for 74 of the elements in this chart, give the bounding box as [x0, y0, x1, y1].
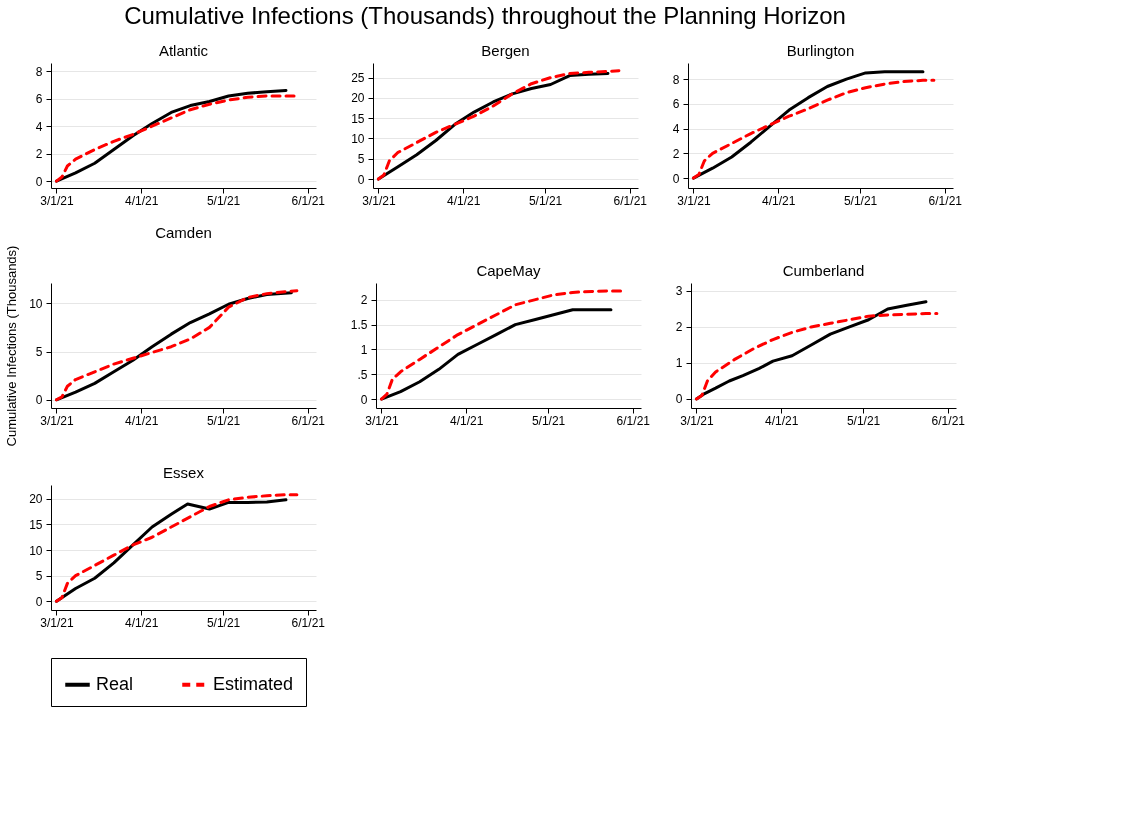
x-tick-label: 5/1/21 — [528, 193, 563, 208]
x-tick-label: 6/1/21 — [616, 413, 651, 428]
y-tick-label: 1 — [360, 342, 368, 357]
y-tick-label: 10 — [29, 543, 43, 558]
y-tick-label: 2 — [672, 146, 680, 161]
y-tick-label: .5 — [357, 367, 368, 382]
y-tick-label: 5 — [357, 152, 365, 167]
x-tick-label: 4/1/21 — [124, 615, 159, 630]
chart-title: Cumberland — [782, 262, 865, 279]
legend-label: Estimated — [213, 673, 294, 694]
y-tick-label: 2 — [675, 320, 683, 335]
x-tick-label: 6/1/21 — [928, 193, 963, 208]
x-tick-label: 5/1/21 — [846, 413, 881, 428]
y-tick-label: 5 — [35, 345, 43, 360]
y-tick-label: 8 — [35, 64, 43, 79]
y-tick-label: 8 — [672, 72, 680, 87]
y-tick-label: 0 — [35, 393, 43, 408]
x-tick-label: 6/1/21 — [931, 413, 966, 428]
x-tick-label: 6/1/21 — [291, 413, 326, 428]
x-tick-label: 3/1/21 — [362, 193, 396, 208]
y-tick-label: 6 — [35, 92, 43, 107]
y-tick-label: 0 — [675, 392, 683, 407]
y-tick-label: 15 — [29, 517, 43, 532]
chart-title: CapeMay — [476, 262, 542, 279]
y-tick-label: 15 — [351, 111, 365, 126]
x-tick-label: 3/1/21 — [365, 413, 399, 428]
x-tick-label: 3/1/21 — [40, 413, 74, 428]
x-tick-label: 3/1/21 — [677, 193, 711, 208]
chart-title: Essex — [163, 464, 205, 481]
x-tick-label: 5/1/21 — [843, 193, 878, 208]
y-tick-label: 20 — [29, 492, 43, 507]
text: Cumulative Infections (Thousands) throughout the Planning Horizon — [124, 2, 846, 29]
x-tick-label: 6/1/21 — [291, 193, 326, 208]
y-tick-label: 6 — [672, 97, 680, 112]
y-tick-label: 0 — [357, 172, 365, 187]
x-tick-label: 6/1/21 — [291, 615, 326, 630]
x-tick-label: 4/1/21 — [124, 413, 159, 428]
y-tick-label: 10 — [351, 131, 365, 146]
y-tick-label: 1 — [675, 356, 683, 371]
y-tick-label: 0 — [35, 174, 43, 189]
chart-title: Bergen — [481, 42, 530, 59]
y-tick-label: 5 — [35, 569, 43, 584]
x-tick-label: 6/1/21 — [613, 193, 648, 208]
x-tick-label: 4/1/21 — [764, 413, 799, 428]
y-axis-title: Cumulative Infections (Thousands) — [4, 245, 20, 447]
y-tick-label: 3 — [675, 284, 683, 299]
x-tick-label: 3/1/21 — [680, 413, 714, 428]
line-series — [379, 289, 624, 401]
chart-title: Atlantic — [158, 42, 209, 59]
chart-title: Burlington — [786, 42, 855, 59]
y-tick-label: 2 — [35, 147, 43, 162]
y-tick-label: 1.5 — [350, 318, 368, 333]
x-tick-label: 5/1/21 — [531, 413, 566, 428]
y-tick-label: 0 — [360, 392, 368, 407]
x-tick-label: 3/1/21 — [40, 615, 74, 630]
x-tick-label: 4/1/21 — [446, 193, 481, 208]
y-tick-label: 25 — [351, 71, 365, 86]
line-series — [694, 312, 939, 401]
x-tick-label: 4/1/21 — [761, 193, 796, 208]
x-tick-label: 4/1/21 — [124, 193, 159, 208]
y-tick-label: 0 — [672, 171, 680, 186]
y-tick-label: 4 — [35, 119, 43, 134]
y-tick-label: 2 — [360, 293, 368, 308]
x-tick-label: 4/1/21 — [449, 413, 484, 428]
y-tick-label: 0 — [35, 594, 43, 609]
x-tick-label: 5/1/21 — [206, 615, 241, 630]
y-tick-label: 4 — [672, 122, 680, 137]
y-tick-label: 20 — [351, 91, 365, 106]
legend-label: Real — [96, 673, 134, 694]
x-tick-label: 3/1/21 — [40, 193, 74, 208]
chart-title: Camden — [155, 224, 212, 242]
x-tick-label: 5/1/21 — [206, 413, 241, 428]
y-tick-label: 10 — [29, 296, 43, 311]
x-tick-label: 5/1/21 — [206, 193, 241, 208]
